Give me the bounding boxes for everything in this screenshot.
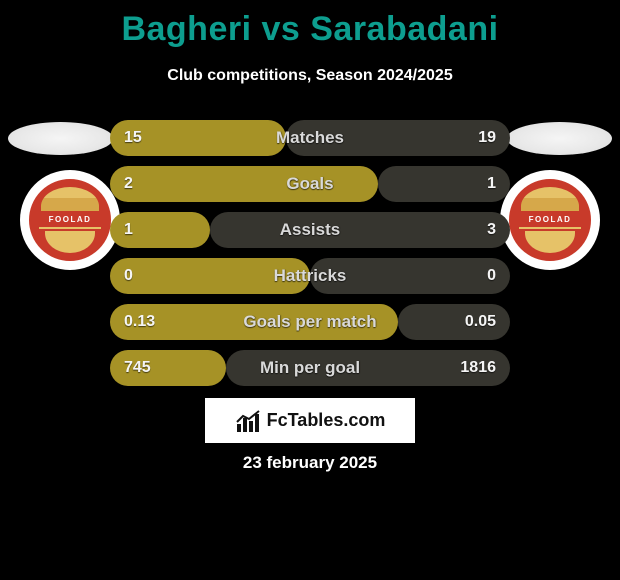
player-right-avatar [507,122,612,155]
brand-box[interactable]: FcTables.com [205,398,415,443]
club-badge-inner: FOOLAD [509,179,591,261]
player-left-avatar [8,122,113,155]
club-badge-top [41,187,99,211]
stat-row: 7451816Min per goal [110,350,510,386]
player-right-club-badge: FOOLAD [500,170,600,270]
player-left-club-badge: FOOLAD [20,170,120,270]
stat-label: Goals [110,166,510,202]
club-badge-bot [525,231,575,253]
brand-chart-icon [235,408,261,434]
club-badge-sep [39,227,101,229]
page-subtitle: Club competitions, Season 2024/2025 [0,67,620,85]
page-title: Bagheri vs Sarabadani [0,0,620,49]
stat-label: Assists [110,212,510,248]
club-badge-text-left: FOOLAD [31,215,109,224]
stat-row: 21Goals [110,166,510,202]
stat-label: Hattricks [110,258,510,294]
comparison-card: Bagheri vs Sarabadani Club competitions,… [0,0,620,580]
stat-row: 1519Matches [110,120,510,156]
stats-area: 1519Matches 21Goals 13Assists 00Hattricks 0.… [110,120,510,396]
club-badge-sep [519,227,581,229]
stat-label: Min per goal [110,350,510,386]
club-badge-bot [45,231,95,253]
footer-date: 23 february 2025 [0,453,620,473]
stat-label: Goals per match [110,304,510,340]
stat-row: 0.130.05Goals per match [110,304,510,340]
club-badge-top [521,187,579,211]
stat-label: Matches [110,120,510,156]
club-badge-inner: FOOLAD [29,179,111,261]
brand-text: FcTables.com [267,410,386,431]
club-badge-text-right: FOOLAD [511,215,589,224]
stat-row: 00Hattricks [110,258,510,294]
stat-row: 13Assists [110,212,510,248]
